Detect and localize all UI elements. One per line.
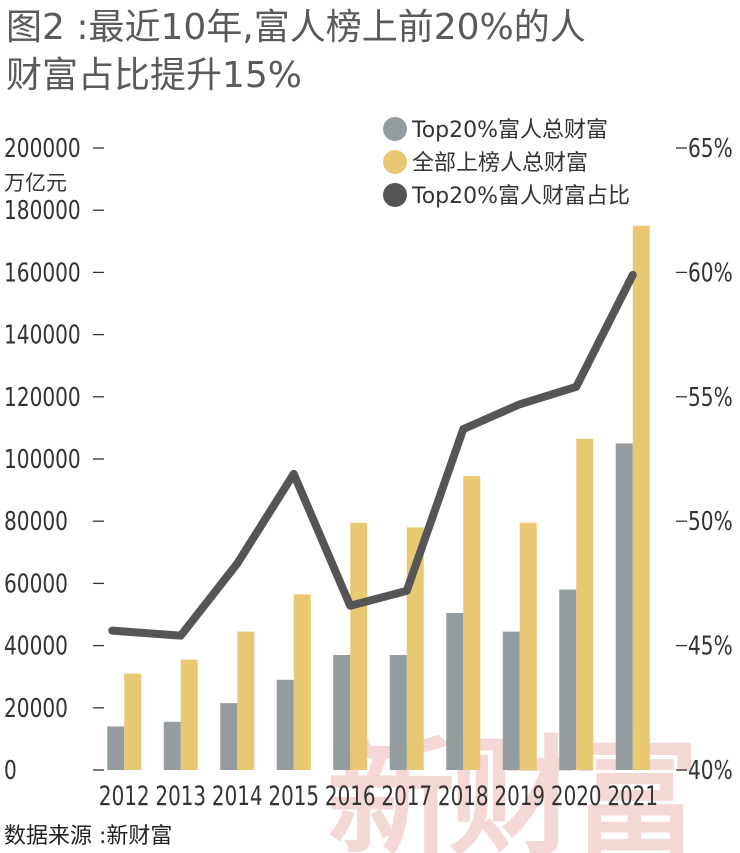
series-line-ratio (108, 270, 637, 640)
bar-all-2014 (237, 631, 255, 770)
y-left-tick-label-100000: 100000 (4, 443, 81, 474)
bar-top20-2021 (615, 443, 633, 770)
bar-top20-2019 (502, 631, 520, 770)
bar-all-2016 (350, 522, 368, 770)
data-source: 数据来源 :新财富 (4, 824, 173, 849)
x-tick-label-2021: 2021 (607, 780, 658, 812)
y-left-tick-label-200000: 200000 (4, 132, 81, 163)
legend-item-2: 全部上榜人总财富 (383, 150, 588, 176)
x-tick-label-2017: 2017 (381, 780, 432, 812)
x-tick-label-2020: 2020 (551, 780, 602, 812)
y-right-tick-label-45%: 45% (688, 630, 733, 661)
bar-top20-2016 (333, 654, 351, 770)
bar-top20-2015 (276, 679, 294, 770)
y-right-tick-label-40%: 40% (688, 754, 733, 785)
legend-label-1: Top20%富人总财富 (411, 118, 608, 143)
y-left-tick-label-120000: 120000 (4, 381, 81, 412)
bar-all-2019 (519, 522, 537, 770)
ratio-line (108, 270, 637, 640)
bar-top20-2013 (163, 721, 181, 770)
bar-top20-2017 (389, 654, 407, 770)
chart-title: 图2 :最近10年,富人榜上前20%的人 财富占比提升15% (6, 4, 736, 100)
bar-all-2012 (124, 673, 142, 770)
chart-title-line-1: 图2 :最近10年,富人榜上前20%的人 (6, 7, 586, 48)
y-left-tick-label-60000: 60000 (4, 568, 68, 599)
bar-top20-2014 (220, 703, 238, 770)
chart-title-line-2: 财富占比提升15% (6, 55, 303, 96)
x-tick-label-2015: 2015 (268, 780, 319, 812)
x-tick-label-2014: 2014 (212, 780, 263, 812)
y-axis-left: 0 20000 40000 60000 80000 100000 120000 140000 1… (4, 132, 104, 785)
legend-swatch-1 (383, 117, 407, 141)
legend-label-3: Top20%富人财富占比 (411, 184, 630, 209)
bar-top20-2018 (446, 612, 464, 770)
x-tick-label-2012: 2012 (99, 780, 150, 812)
bar-all-2021 (632, 225, 650, 770)
x-tick-label-2013: 2013 (155, 780, 206, 812)
bar-all-2013 (180, 659, 198, 770)
y-right-tick-label-65%: 65% (688, 132, 733, 163)
y-axis-right: 40% 45% 50% 55% 60% 65% (676, 132, 733, 785)
bar-all-2020 (576, 438, 594, 770)
y-left-tick-label-80000: 80000 (4, 506, 68, 537)
legend-swatch-2 (383, 150, 407, 174)
x-axis: 2012 2013 2014 2015 2016 2017 2018 2019 2020 2021 (99, 780, 658, 812)
x-tick-label-2019: 2019 (494, 780, 545, 812)
legend-swatch-3 (383, 183, 407, 207)
y-left-tick-label-140000: 140000 (4, 319, 81, 350)
bars (107, 225, 650, 770)
legend-label-2: 全部上榜人总财富 (412, 151, 588, 176)
y-right-tick-label-60%: 60% (688, 257, 733, 288)
y-left-unit: 万亿元 (4, 171, 67, 195)
x-tick-label-2018: 2018 (438, 780, 489, 812)
bar-all-2018 (463, 476, 481, 770)
x-tick-label-2016: 2016 (325, 780, 376, 812)
y-right-tick-label-50%: 50% (688, 506, 733, 537)
bar-top20-2012 (107, 726, 125, 770)
y-left-tick-label-0: 0 (4, 754, 17, 785)
legend-item-1: Top20%富人总财富 (383, 117, 608, 143)
y-left-tick-label-20000: 20000 (4, 692, 68, 723)
legend-item-3: Top20%富人财富占比 (383, 183, 630, 209)
bar-top20-2020 (559, 589, 577, 770)
y-right-tick-label-55%: 55% (688, 381, 733, 412)
y-left-tick-label-180000: 180000 (4, 195, 81, 226)
y-left-tick-label-160000: 160000 (4, 257, 81, 288)
bar-all-2015 (293, 594, 311, 770)
y-left-tick-label-40000: 40000 (4, 630, 68, 661)
